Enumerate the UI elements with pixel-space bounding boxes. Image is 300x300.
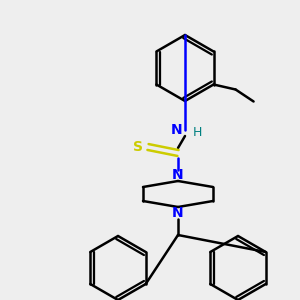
Text: S: S — [133, 140, 143, 154]
Text: N: N — [172, 168, 184, 182]
Text: N: N — [172, 206, 184, 220]
Text: H: H — [192, 125, 202, 139]
Text: N: N — [171, 123, 183, 137]
